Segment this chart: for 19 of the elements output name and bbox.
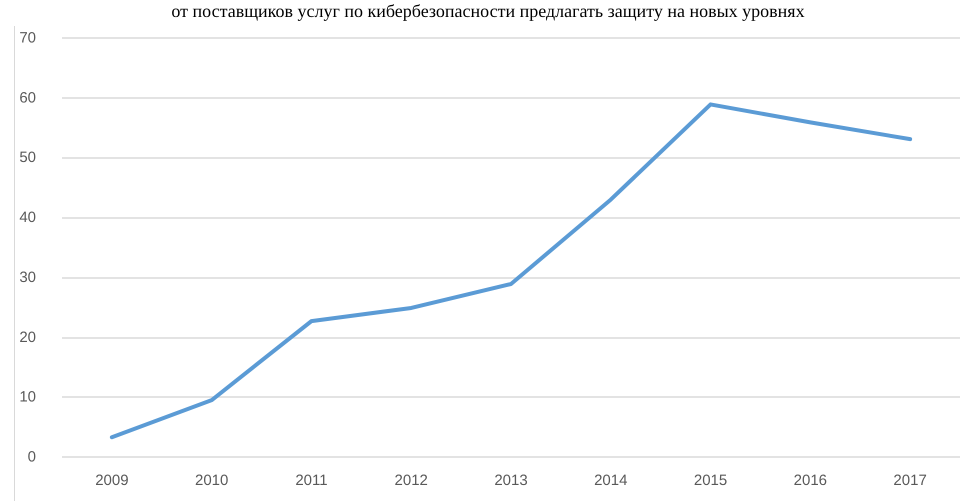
text: от поставщиков услуг по кибербезопасности предлагать защиту на новых уровнях (171, 1, 805, 21)
y-tick-label: 10 (19, 388, 36, 406)
x-tick-label: 2014 (594, 472, 628, 489)
x-tick-label: 2010 (194, 472, 228, 489)
x-tick-label: 2013 (494, 472, 528, 489)
y-tick-label: 70 (19, 30, 36, 46)
y-tick-label: 30 (19, 268, 36, 286)
x-tick-label: 2017 (893, 472, 927, 489)
y-tick-label: 0 (28, 448, 36, 466)
x-tick-label: 2011 (295, 472, 328, 489)
y-tick-label: 50 (19, 149, 36, 166)
y-tick-label: 60 (19, 89, 36, 106)
x-tick-label: 2015 (694, 472, 728, 489)
x-tick-label: 2012 (394, 472, 428, 489)
y-tick-label: 40 (19, 209, 36, 226)
y-tick-label: 20 (19, 328, 36, 346)
x-tick-label: 2009 (95, 472, 129, 489)
line-series (110, 102, 912, 440)
x-tick-label: 2016 (794, 472, 828, 489)
